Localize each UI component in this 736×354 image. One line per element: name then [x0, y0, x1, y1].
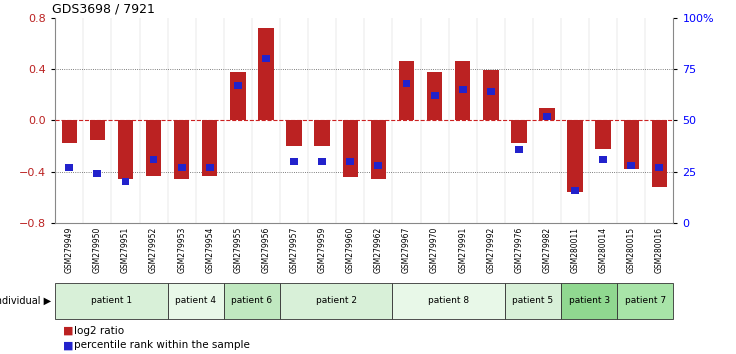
- Text: GSM280015: GSM280015: [627, 227, 636, 273]
- Bar: [202, 120, 217, 176]
- Bar: [224, 283, 280, 319]
- Text: patient 7: patient 7: [625, 296, 666, 306]
- Bar: [392, 283, 505, 319]
- Bar: [342, 120, 358, 177]
- Bar: [66, 164, 73, 171]
- Bar: [258, 28, 274, 120]
- Bar: [618, 283, 673, 319]
- Bar: [230, 72, 246, 120]
- Bar: [399, 61, 414, 120]
- Text: GSM279976: GSM279976: [514, 227, 523, 273]
- Bar: [290, 158, 298, 165]
- Bar: [314, 120, 330, 146]
- Bar: [121, 178, 130, 185]
- Text: individual ▶: individual ▶: [0, 296, 52, 306]
- Bar: [318, 158, 326, 165]
- Text: GSM279960: GSM279960: [346, 227, 355, 273]
- Bar: [286, 120, 302, 146]
- Text: patient 6: patient 6: [231, 296, 272, 306]
- Bar: [567, 120, 583, 192]
- Bar: [62, 120, 77, 143]
- Text: GSM279992: GSM279992: [486, 227, 495, 273]
- Text: GSM279959: GSM279959: [318, 227, 327, 273]
- Bar: [599, 156, 607, 163]
- Bar: [234, 82, 242, 89]
- Text: log2 ratio: log2 ratio: [74, 326, 124, 336]
- Text: GSM279991: GSM279991: [459, 227, 467, 273]
- Text: GSM279955: GSM279955: [233, 227, 242, 273]
- Text: GSM279982: GSM279982: [542, 227, 551, 273]
- Text: GSM280016: GSM280016: [655, 227, 664, 273]
- Bar: [623, 120, 639, 169]
- Bar: [455, 61, 470, 120]
- Bar: [262, 55, 270, 62]
- Text: ■: ■: [63, 326, 73, 336]
- Text: GSM279949: GSM279949: [65, 227, 74, 273]
- Bar: [168, 283, 224, 319]
- Text: patient 8: patient 8: [428, 296, 469, 306]
- Bar: [371, 120, 386, 179]
- Bar: [595, 120, 611, 149]
- Text: GDS3698 / 7921: GDS3698 / 7921: [52, 2, 155, 15]
- Bar: [459, 86, 467, 93]
- Bar: [347, 158, 354, 165]
- Text: patient 2: patient 2: [316, 296, 357, 306]
- Text: GSM279957: GSM279957: [289, 227, 299, 273]
- Bar: [486, 88, 495, 95]
- Text: GSM280014: GSM280014: [598, 227, 608, 273]
- Bar: [149, 156, 158, 163]
- Bar: [403, 80, 411, 87]
- Bar: [93, 170, 102, 177]
- Text: patient 4: patient 4: [175, 296, 216, 306]
- Bar: [146, 120, 161, 176]
- Bar: [375, 162, 382, 169]
- Text: GSM279956: GSM279956: [261, 227, 270, 273]
- Text: GSM279962: GSM279962: [374, 227, 383, 273]
- Bar: [651, 120, 667, 187]
- Bar: [280, 283, 392, 319]
- Bar: [505, 283, 561, 319]
- Text: GSM279954: GSM279954: [205, 227, 214, 273]
- Bar: [539, 108, 555, 120]
- Bar: [515, 145, 523, 153]
- Bar: [656, 164, 663, 171]
- Text: GSM279950: GSM279950: [93, 227, 102, 273]
- Text: GSM279953: GSM279953: [177, 227, 186, 273]
- Bar: [627, 162, 635, 169]
- Text: patient 5: patient 5: [512, 296, 553, 306]
- Bar: [571, 187, 579, 194]
- Bar: [55, 283, 168, 319]
- Bar: [118, 120, 133, 179]
- Text: GSM279952: GSM279952: [149, 227, 158, 273]
- Bar: [206, 164, 213, 171]
- Text: GSM279967: GSM279967: [402, 227, 411, 273]
- Text: GSM279951: GSM279951: [121, 227, 130, 273]
- Text: percentile rank within the sample: percentile rank within the sample: [74, 340, 250, 350]
- Bar: [483, 70, 498, 120]
- Text: GSM279970: GSM279970: [430, 227, 439, 273]
- Bar: [174, 120, 189, 179]
- Text: patient 1: patient 1: [91, 296, 132, 306]
- Text: patient 3: patient 3: [569, 296, 609, 306]
- Bar: [543, 113, 551, 120]
- Bar: [431, 92, 439, 99]
- Text: GSM280011: GSM280011: [570, 227, 579, 273]
- Bar: [511, 120, 526, 143]
- Bar: [177, 164, 185, 171]
- Bar: [90, 120, 105, 139]
- Text: ■: ■: [63, 340, 73, 350]
- Bar: [561, 283, 618, 319]
- Bar: [427, 72, 442, 120]
